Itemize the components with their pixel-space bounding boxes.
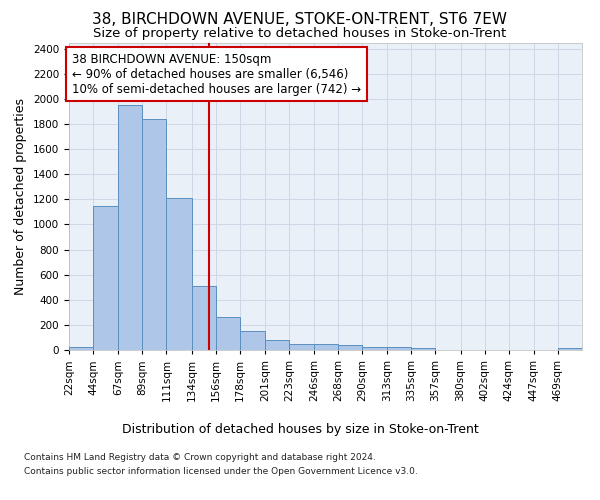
Bar [69, 347, 93, 350]
Bar [388, 347, 412, 350]
Text: Size of property relative to detached houses in Stoke-on-Trent: Size of property relative to detached ho… [94, 28, 506, 40]
Text: Distribution of detached houses by size in Stoke-on-Trent: Distribution of detached houses by size … [122, 422, 478, 436]
Text: Contains HM Land Registry data © Crown copyright and database right 2024.: Contains HM Land Registry data © Crown c… [24, 454, 376, 462]
Bar [93, 206, 118, 350]
Bar [239, 330, 265, 350]
Bar [314, 344, 338, 350]
Y-axis label: Number of detached properties: Number of detached properties [14, 98, 28, 294]
Bar [166, 198, 191, 350]
Bar [412, 348, 436, 350]
Text: Contains public sector information licensed under the Open Government Licence v3: Contains public sector information licen… [24, 467, 418, 476]
Bar [142, 119, 166, 350]
Bar [338, 345, 362, 350]
Bar [289, 344, 314, 350]
Bar [362, 348, 388, 350]
Bar [191, 286, 215, 350]
Bar [215, 316, 239, 350]
Bar [118, 106, 142, 350]
Bar [265, 340, 289, 350]
Text: 38 BIRCHDOWN AVENUE: 150sqm
← 90% of detached houses are smaller (6,546)
10% of : 38 BIRCHDOWN AVENUE: 150sqm ← 90% of det… [72, 52, 361, 96]
Bar [558, 348, 582, 350]
Text: 38, BIRCHDOWN AVENUE, STOKE-ON-TRENT, ST6 7EW: 38, BIRCHDOWN AVENUE, STOKE-ON-TRENT, ST… [92, 12, 508, 28]
